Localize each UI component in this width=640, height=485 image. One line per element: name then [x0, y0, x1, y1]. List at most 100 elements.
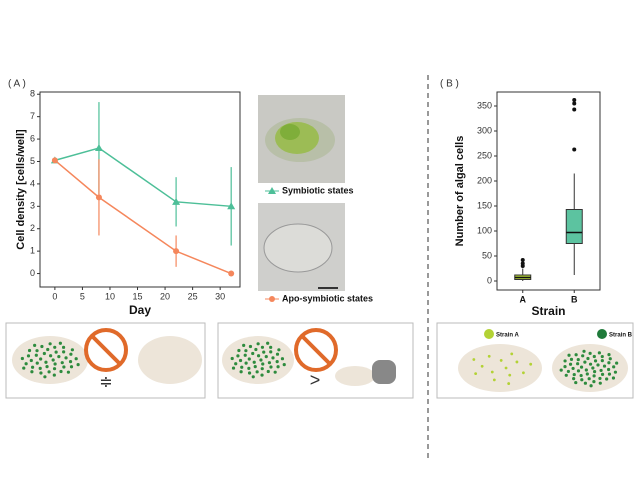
alga — [256, 354, 261, 358]
y-tick-label: 200 — [477, 175, 492, 185]
alga — [251, 351, 255, 356]
alga — [49, 354, 53, 358]
alga — [244, 349, 248, 353]
alga — [35, 361, 39, 365]
alga — [576, 369, 581, 373]
alga — [583, 381, 587, 385]
alga — [236, 354, 240, 358]
alga — [580, 378, 584, 382]
alga — [44, 360, 48, 364]
alga — [260, 373, 264, 377]
alga — [598, 376, 602, 381]
illustration-shapes: ≑ > — [12, 328, 628, 392]
alga — [615, 361, 619, 365]
alga — [592, 374, 596, 378]
alga — [261, 362, 265, 366]
alga — [567, 353, 571, 357]
legend-label: Apo-symbiotic states — [282, 293, 373, 303]
alga — [42, 351, 46, 356]
alga — [27, 348, 32, 353]
y-tick-label: 350 — [477, 100, 492, 110]
alga — [26, 354, 31, 358]
alga — [51, 358, 55, 362]
alga — [600, 359, 604, 363]
series-line — [54, 147, 232, 208]
alga — [46, 347, 50, 352]
alga — [277, 348, 281, 352]
alga — [39, 357, 43, 361]
alga — [260, 345, 265, 349]
alga — [39, 371, 43, 375]
alga — [61, 345, 66, 349]
alga — [584, 368, 588, 372]
alga — [563, 359, 567, 363]
x-tick-label: 0 — [52, 291, 57, 301]
point — [51, 157, 58, 164]
panel-label: ( A ) — [8, 79, 26, 90]
alga — [38, 366, 42, 370]
y-tick-label: 4 — [30, 178, 35, 188]
alga — [583, 360, 587, 364]
alga — [240, 365, 244, 369]
alga — [611, 376, 616, 380]
alga — [574, 380, 578, 385]
alga — [64, 356, 68, 360]
alga — [586, 356, 590, 361]
alga — [247, 371, 252, 375]
alga — [66, 370, 71, 374]
point — [95, 194, 102, 201]
y-tick-label: 0 — [30, 268, 35, 278]
alga — [605, 377, 609, 381]
alga — [487, 354, 491, 358]
alga — [504, 366, 508, 370]
alga — [566, 369, 570, 374]
alga — [29, 358, 33, 363]
alga — [22, 366, 26, 370]
alga — [276, 365, 280, 369]
alga — [267, 361, 272, 365]
alga — [237, 348, 241, 353]
alga — [266, 341, 270, 345]
alga — [607, 372, 612, 376]
alga — [588, 351, 592, 355]
outlier — [520, 261, 525, 266]
alga — [69, 352, 73, 356]
alga — [57, 355, 61, 359]
y-tick-label: 8 — [30, 89, 35, 99]
alga — [238, 358, 243, 363]
alga — [592, 380, 596, 384]
x-tick-label: B — [571, 294, 578, 304]
alga — [592, 354, 596, 359]
series-line — [54, 159, 232, 275]
alga — [568, 362, 573, 366]
legend-label: Symbiotic states — [282, 185, 354, 195]
y-tick-label: 2 — [30, 223, 35, 233]
alga — [58, 341, 62, 345]
alga — [563, 365, 567, 369]
y-tick-label: 1 — [30, 246, 35, 256]
alga — [239, 370, 243, 374]
alga — [230, 356, 234, 361]
alga — [582, 349, 586, 353]
alga — [234, 362, 238, 366]
alga — [68, 360, 73, 364]
y-tick-label: 50 — [482, 250, 492, 260]
x-tick-label: A — [520, 294, 527, 304]
alga — [33, 343, 37, 347]
alga — [579, 365, 584, 369]
alga — [53, 345, 57, 349]
alga — [244, 361, 248, 365]
alga — [69, 365, 74, 369]
point — [172, 197, 181, 205]
point — [94, 144, 103, 152]
plot-frame — [496, 91, 601, 291]
outlier — [520, 258, 525, 262]
alga — [275, 360, 279, 364]
alga — [252, 360, 256, 364]
alga — [559, 368, 563, 372]
alga — [588, 362, 593, 366]
alga — [74, 357, 78, 361]
alga — [52, 367, 57, 371]
alga — [587, 377, 591, 381]
outlier — [572, 101, 577, 106]
